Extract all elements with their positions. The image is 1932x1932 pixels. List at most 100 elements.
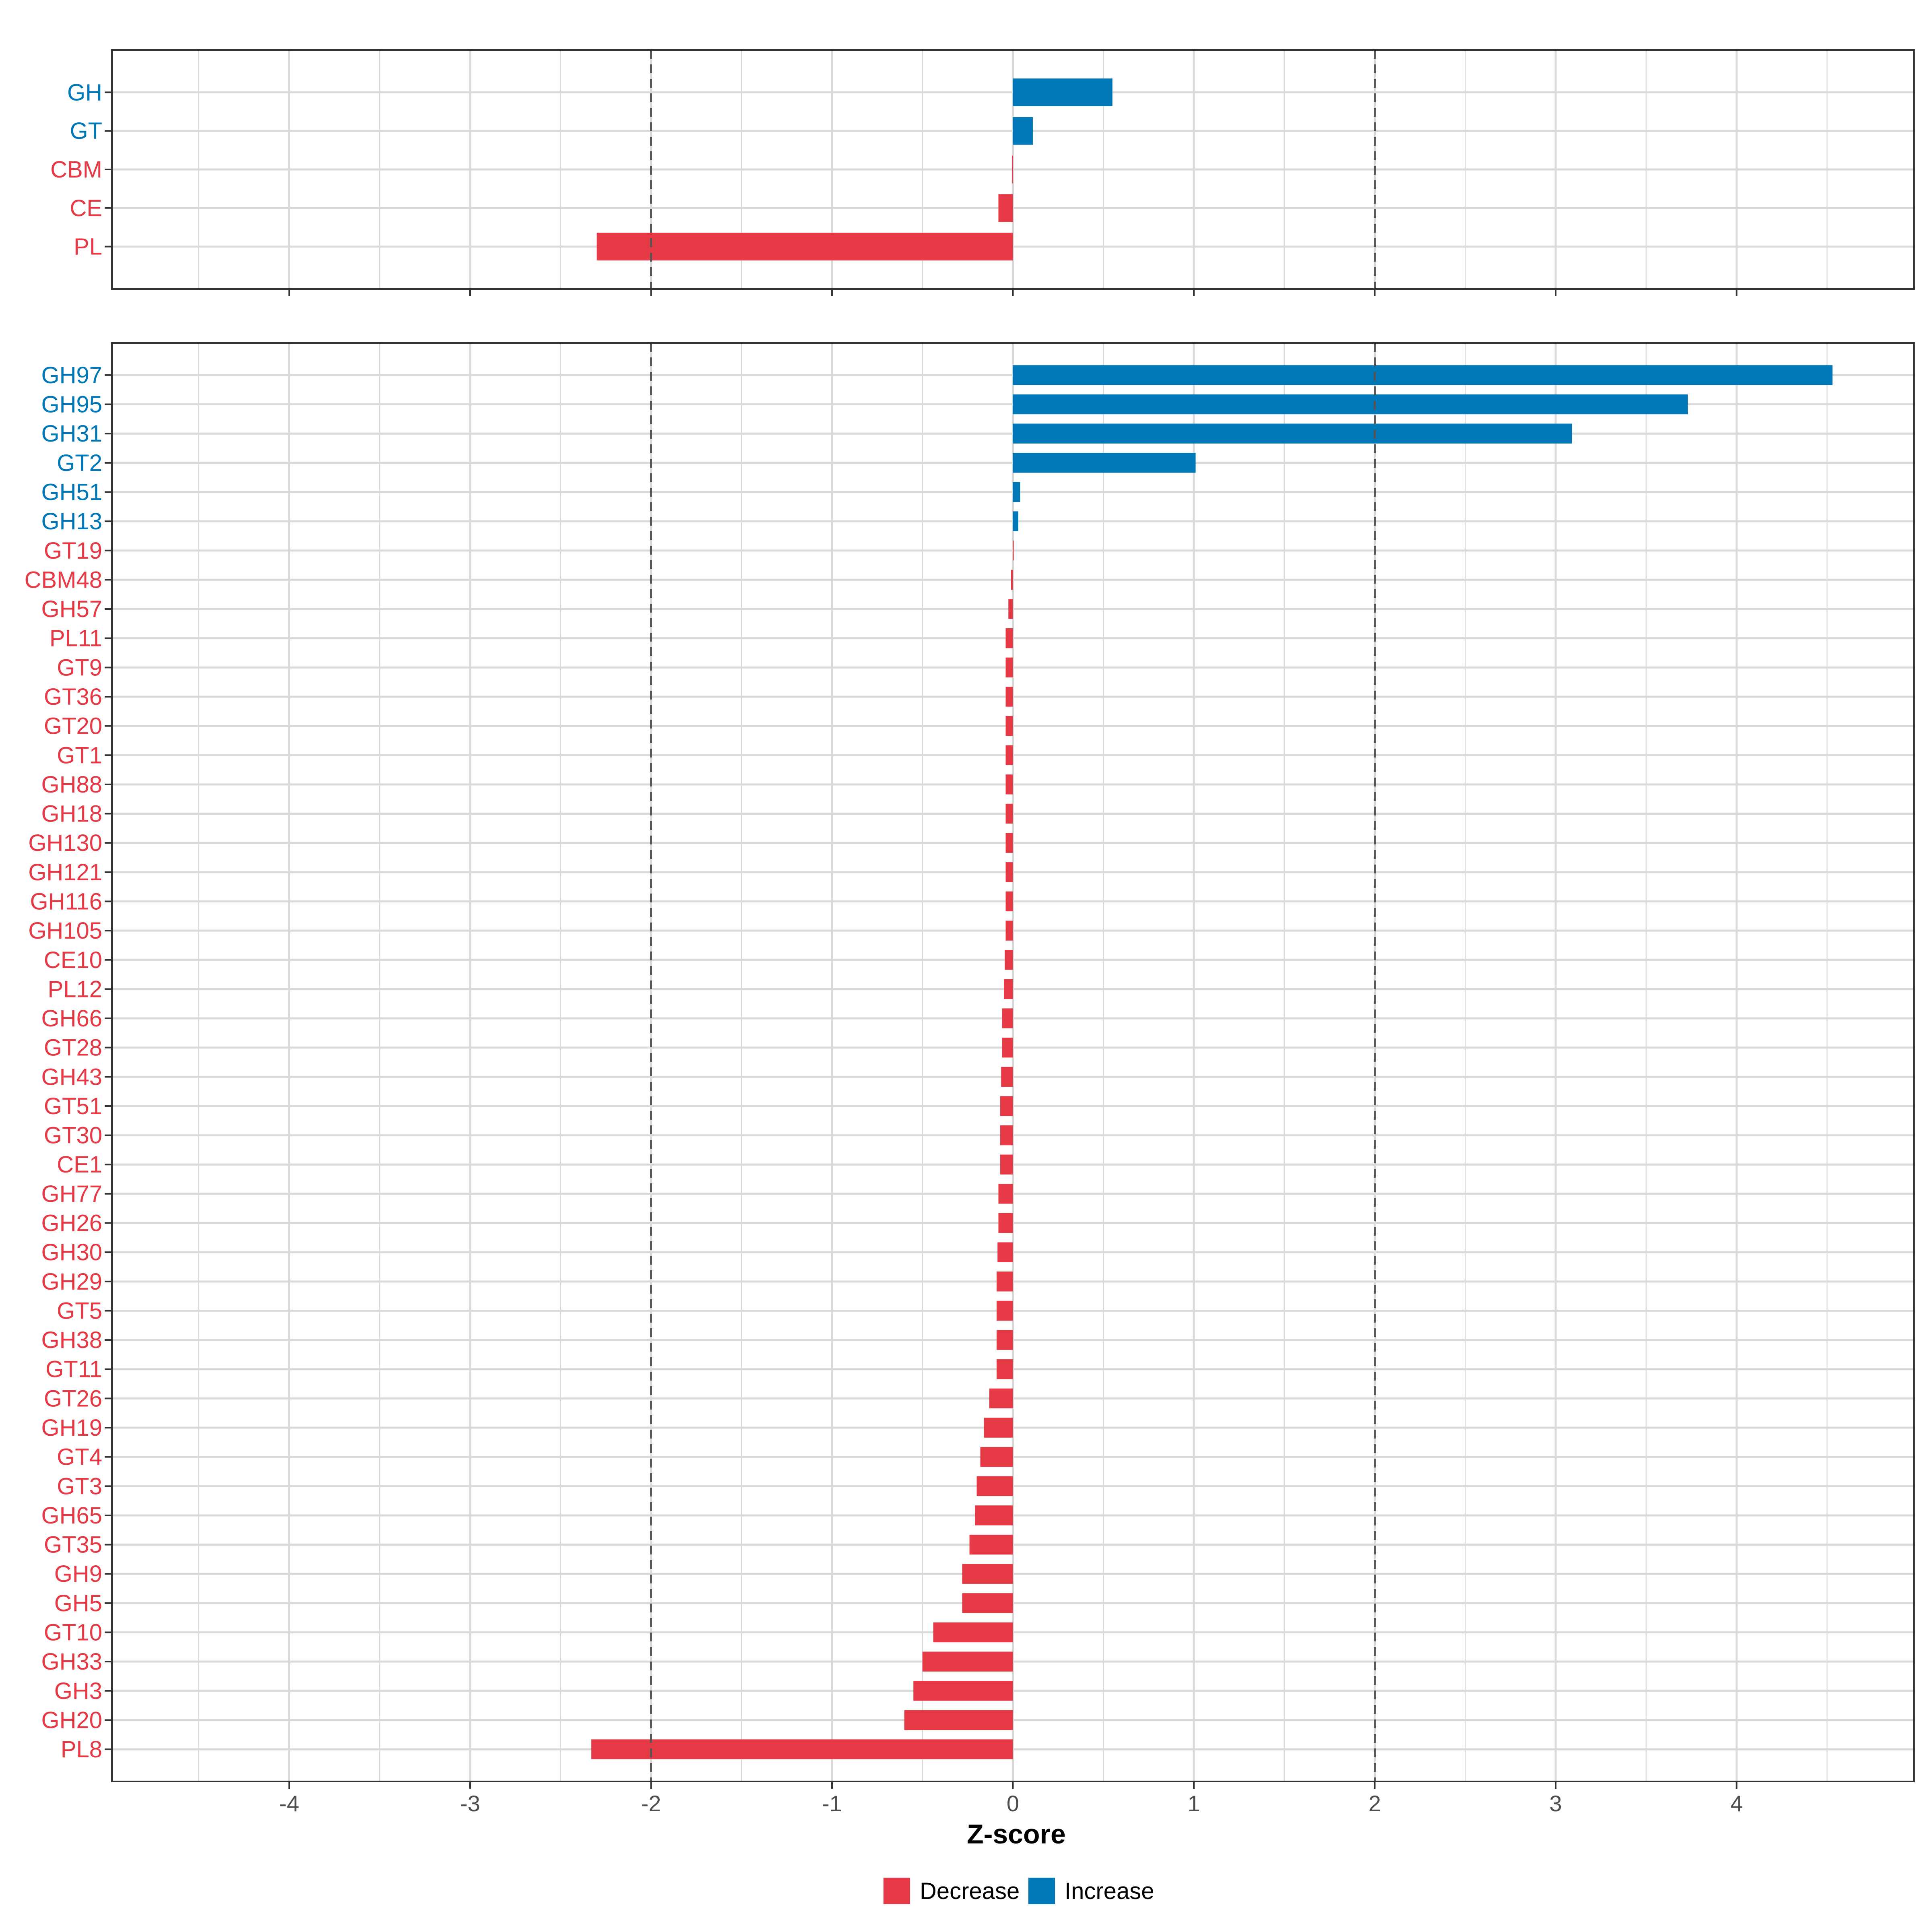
x-tick-label: 2 [1368, 1791, 1381, 1816]
y-tick-label: GH121 [28, 859, 102, 886]
y-tick-label: CBM [50, 157, 102, 183]
bar-cbm48 [1011, 570, 1013, 590]
x-axis-title: Z-score [967, 1819, 1066, 1849]
bar-gh33 [922, 1651, 1013, 1672]
y-tick-label: GH13 [41, 508, 102, 535]
bar-gh30 [997, 1242, 1013, 1262]
y-tick-label: GT11 [45, 1356, 102, 1383]
bar-gh57 [1008, 599, 1013, 619]
y-tick-label: GH31 [41, 421, 102, 447]
bar-pl12 [1004, 979, 1013, 999]
bar-gh5 [962, 1593, 1013, 1613]
bar-gt2 [1013, 453, 1196, 473]
y-tick-label: GT [70, 118, 102, 144]
bar-pl11 [1005, 628, 1013, 648]
top-panel: GH GT CBM CE PL [50, 49, 1915, 296]
bar-gh88 [1005, 774, 1013, 795]
y-tick-label: GH3 [54, 1678, 102, 1704]
y-tick-label: PL [74, 234, 102, 260]
bar-gt28 [1002, 1037, 1013, 1058]
bar-gh19 [984, 1418, 1013, 1438]
y-tick-label: CE10 [44, 947, 102, 973]
y-tick-label: PL8 [61, 1736, 102, 1763]
bar-pl [597, 233, 1013, 261]
y-tick-label: GT19 [44, 538, 102, 564]
bar-gt30 [1000, 1125, 1013, 1146]
y-tick-label: GH65 [41, 1503, 102, 1529]
bar-gt35 [969, 1534, 1013, 1555]
x-axis: -4 -3 -2 -1 0 1 2 3 4 [279, 1791, 1743, 1816]
bar-gh43 [1001, 1067, 1013, 1087]
bar-gh9 [962, 1564, 1013, 1584]
bar-gh31 [1013, 423, 1572, 444]
y-tick-label: GH77 [41, 1181, 102, 1207]
y-tick-label: GT36 [44, 684, 102, 710]
bar-ce10 [1005, 950, 1013, 970]
y-tick-label: GH5 [54, 1590, 102, 1616]
bar-gh121 [1005, 862, 1013, 882]
y-tick-label: GT1 [57, 742, 102, 768]
y-tick-label: GT10 [44, 1620, 102, 1646]
bar-gh3 [913, 1681, 1013, 1701]
y-tick-label: CE1 [57, 1152, 102, 1178]
bar-gh95 [1013, 394, 1688, 415]
y-tick-label: GT2 [57, 450, 102, 476]
y-tick-label: GH88 [41, 772, 102, 798]
x-tick-label: -2 [641, 1791, 661, 1816]
y-tick-label: GH43 [41, 1064, 102, 1090]
y-tick-label: GH20 [41, 1707, 102, 1733]
y-tick-label: GT20 [44, 713, 102, 739]
y-tick-label: GH26 [41, 1210, 102, 1236]
bar-gh105 [1005, 921, 1013, 941]
x-tick-label: 4 [1730, 1791, 1743, 1816]
bar-gh116 [1005, 891, 1013, 912]
x-tick-label: 0 [1007, 1791, 1019, 1816]
y-tick-label: GT35 [44, 1532, 102, 1558]
y-tick-label: PL12 [48, 976, 102, 1002]
y-tick-label: GH66 [41, 1005, 102, 1032]
bar-gt4 [980, 1447, 1013, 1467]
bar-gh26 [998, 1213, 1013, 1233]
bar-gh29 [997, 1271, 1013, 1292]
bar-gh18 [1005, 803, 1013, 824]
x-tick-label: -3 [460, 1791, 480, 1816]
bar-gh130 [1005, 833, 1013, 853]
bar-gt [1013, 117, 1033, 145]
y-tick-label: CE [70, 195, 102, 221]
x-tick-label: -1 [822, 1791, 842, 1816]
y-tick-label: GT4 [57, 1444, 102, 1470]
y-tick-label: GT51 [44, 1093, 102, 1119]
y-tick-label: GT9 [57, 654, 102, 681]
bar-cbm [1012, 155, 1013, 184]
y-tick-label: GH30 [41, 1239, 102, 1265]
legend-swatch-increase [1028, 1878, 1055, 1904]
y-tick-label: GH33 [41, 1649, 102, 1675]
bar-pl8 [591, 1739, 1013, 1759]
legend-label-increase: Increase [1065, 1878, 1154, 1904]
bar-gt51 [1000, 1096, 1013, 1116]
y-tick-label: GH38 [41, 1327, 102, 1353]
bar-gt20 [1005, 716, 1013, 736]
y-tick-label: GT3 [57, 1473, 102, 1499]
x-tick-label: 3 [1549, 1791, 1562, 1816]
y-tick-label: GH130 [28, 830, 102, 856]
bar-gh13 [1013, 511, 1018, 531]
y-tick-label: GT28 [44, 1035, 102, 1061]
legend-swatch-decrease [883, 1878, 910, 1904]
bar-gt3 [976, 1476, 1013, 1496]
y-tick-label: GH19 [41, 1415, 102, 1441]
y-tick-label: GH51 [41, 479, 102, 505]
x-tick-label: 1 [1187, 1791, 1200, 1816]
bar-gt19 [1013, 541, 1014, 561]
bar-gh [1013, 78, 1113, 106]
bar-gt9 [1005, 657, 1013, 678]
bar-gh77 [998, 1184, 1013, 1204]
y-tick-label: GH95 [41, 392, 102, 418]
bar-gh51 [1013, 482, 1020, 502]
y-tick-label: GH57 [41, 596, 102, 622]
y-tick-label: GT26 [44, 1385, 102, 1412]
y-tick-label: GH29 [41, 1269, 102, 1295]
bottom-panel: GH97 GH95 GH31 GT2 GH51 GH13 GT19 CBM48 GH57 PL11… [25, 342, 1915, 1789]
